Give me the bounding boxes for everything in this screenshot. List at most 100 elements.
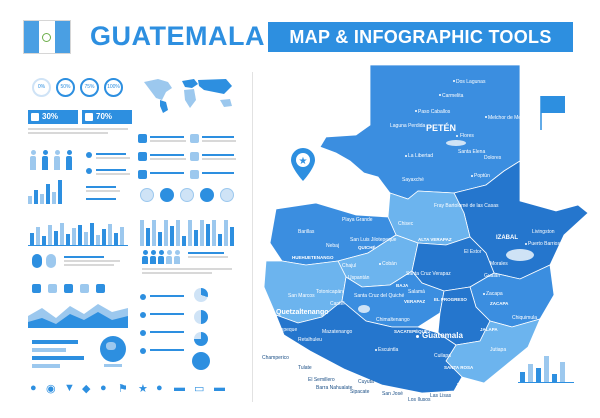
city-label: Santa Cruz del Quiché (354, 293, 405, 299)
city-label: Cobán (382, 261, 397, 267)
city-label: Jalpatagua (456, 383, 481, 389)
person-icon (150, 250, 156, 264)
text-placeholder (202, 136, 234, 138)
city-label: Chimaltenango (376, 317, 410, 323)
city-label: Dos Lagunas (456, 79, 486, 85)
text-placeholder (150, 136, 184, 138)
text-placeholder (96, 153, 126, 155)
percent-ring-0: 0% (32, 78, 51, 97)
guatemala-map: PETÉN IZABAL Guatemala ALTA VERAPAZ QUIC… (258, 65, 588, 415)
city-label: Dolores (484, 155, 502, 161)
stat-box-30: 30% (28, 110, 78, 124)
pie-chart-icon (194, 310, 208, 324)
dept-verapaz: VERAPAZ (404, 299, 426, 304)
mini-bar-chart (28, 180, 80, 204)
stat-box-70: 70% (82, 110, 132, 124)
location-icon: ◉ (46, 383, 56, 395)
text-placeholder (64, 260, 120, 262)
lake-izabal (506, 249, 534, 261)
infographic-panel: 0% 50% 75% 100% 30% 70% (18, 72, 240, 412)
text-placeholder (202, 140, 236, 142)
svg-text:★: ★ (299, 156, 308, 167)
city-label: La Libertad (408, 153, 434, 159)
city-label: Carmelita (442, 93, 464, 99)
bullet-icon (86, 168, 92, 174)
text-placeholder (150, 158, 186, 160)
city-label: Nebaj (326, 243, 340, 249)
city-label: Paso Caballos (418, 109, 451, 115)
person-icon (54, 150, 60, 170)
text-placeholder (202, 154, 234, 156)
text-placeholder (188, 252, 224, 254)
lake-atitlan (358, 305, 370, 313)
chat-icon: ▬ (174, 382, 185, 394)
city-label: Jutiapa (490, 347, 507, 353)
percent-ring-100: 100% (104, 78, 123, 97)
dept-baja: BAJA (396, 283, 409, 288)
city-label: Cuilapa (434, 353, 451, 359)
city-label: Puerto Barrios (528, 241, 560, 247)
text-placeholder (188, 256, 228, 258)
area-chart (28, 304, 128, 328)
info-icon (190, 134, 199, 143)
person-icon (142, 250, 148, 264)
text-placeholder (96, 169, 126, 171)
bar-chart (138, 220, 238, 246)
decorative-bar-chart (520, 348, 572, 382)
city-label: Chajul (342, 263, 357, 269)
city-label: Santa Elena (458, 149, 486, 155)
city-label: Sayaxché (402, 177, 424, 183)
bullet-icon (86, 152, 92, 158)
person-icon (158, 250, 164, 264)
star-icon: ★ (138, 383, 148, 395)
pie-chart-icon (194, 332, 208, 346)
city-label: El Estor (464, 249, 482, 255)
city-label: Zacapa (486, 291, 503, 297)
bullet-icon (140, 312, 146, 318)
text-placeholder (96, 157, 130, 159)
text-placeholder (28, 128, 128, 130)
country-title: GUATEMALA (90, 21, 265, 51)
percent-ring-50: 50% (56, 78, 75, 97)
dept-jalapa: JALAPA (480, 327, 498, 332)
city-label: Barillas (298, 229, 315, 235)
text-placeholder (150, 154, 184, 156)
city-label: Cuyuta (358, 379, 374, 385)
plane-icon (32, 284, 41, 293)
panel-divider (252, 72, 253, 402)
city-label: Barra Nahualate (316, 385, 353, 391)
globe-icon (220, 188, 234, 202)
lake-peten-itza (446, 140, 466, 146)
city-label: Tulate (298, 365, 312, 371)
train-icon (64, 284, 73, 293)
info-icon (138, 152, 147, 161)
text-placeholder (86, 186, 116, 188)
region-south-coast (275, 300, 463, 394)
city-label: Coatepeque (270, 327, 298, 333)
text-placeholder (150, 172, 184, 174)
person-icon (166, 250, 172, 264)
coat-of-arms-icon (42, 32, 52, 42)
city-label: Chiquimula (512, 315, 538, 321)
people-icon (31, 113, 39, 121)
horizontal-bar (32, 364, 60, 368)
text-placeholder (142, 272, 212, 274)
dept-el-progreso: EL PROGRESO (434, 297, 467, 302)
city-label-bold: Quetzaltenango (276, 309, 329, 316)
dept-quiche: QUICHÉ (358, 245, 376, 250)
label-icon: ▬ (214, 382, 225, 394)
label-guatemala-city: Guatemala (422, 331, 463, 340)
text-placeholder (150, 140, 186, 142)
horizontal-bar (32, 348, 66, 352)
city-label: Livingston (532, 229, 555, 235)
text-placeholder (86, 190, 120, 192)
bullet-icon (140, 330, 146, 336)
pie-chart-icon (194, 288, 208, 302)
city-label: San José (382, 391, 403, 397)
horizontal-bar (32, 356, 84, 360)
bullet-icon (140, 294, 146, 300)
city-label: Fray Bartolomé de las Casas (434, 203, 499, 209)
bullet-icon (140, 348, 146, 354)
dot-icon: ● (156, 382, 163, 394)
world-map-icon (144, 79, 232, 113)
